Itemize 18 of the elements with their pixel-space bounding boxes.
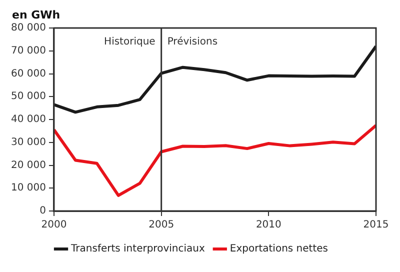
y-tick-label: 80 000	[10, 22, 46, 34]
x-tick-label: 2005	[148, 220, 174, 231]
y-tick-label: 30 000	[10, 136, 46, 148]
y-tick-label: 0	[40, 206, 46, 217]
legend-label: Transferts interprovinciaux	[70, 244, 205, 255]
y-tick-label: 70 000	[10, 45, 46, 56]
y-tick-label: 50 000	[10, 91, 46, 102]
annotation: Prévisions	[167, 36, 218, 48]
y-tick-label: 20 000	[10, 160, 46, 171]
annotation: Historique	[104, 36, 156, 48]
y-axis-title: en GWh	[12, 8, 60, 22]
x-tick-label: 2000	[41, 220, 67, 231]
x-tick-label: 2010	[256, 220, 282, 231]
y-tick-label: 40 000	[10, 114, 46, 126]
legend-label: Exportations nettes	[230, 244, 328, 255]
x-tick-label: 2015	[363, 220, 389, 231]
y-tick-label: 10 000	[10, 182, 46, 194]
y-tick-label: 60 000	[10, 68, 46, 80]
